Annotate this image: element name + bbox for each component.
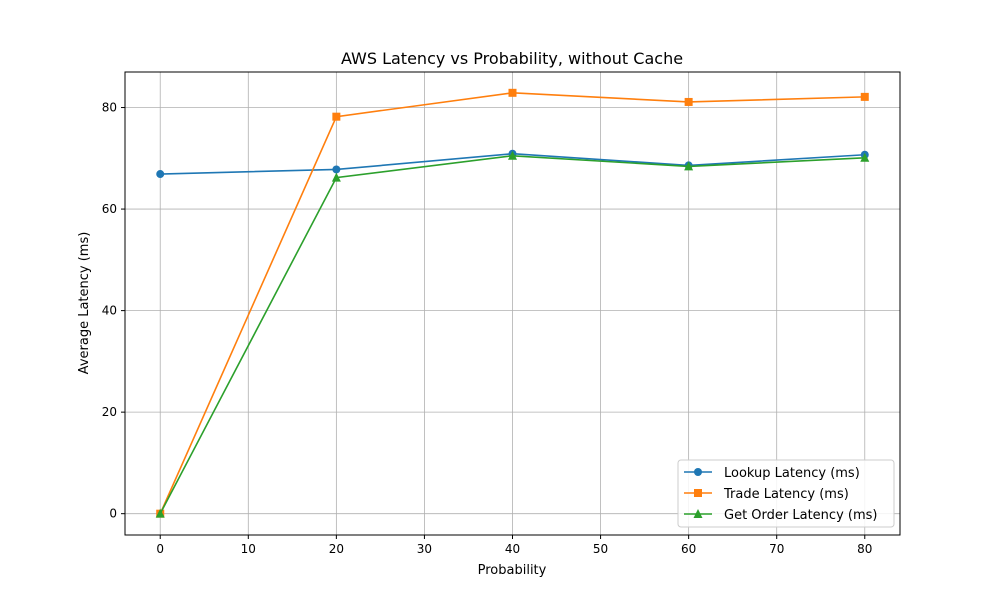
- legend-box: [677, 459, 895, 528]
- x-tick-label: 80: [857, 542, 872, 556]
- x-tick-label: 60: [681, 542, 696, 556]
- legend-marker: [693, 509, 703, 518]
- legend-item: Get Order Latency (ms): [684, 508, 877, 523]
- legend-item: Lookup Latency (ms): [684, 466, 860, 481]
- legend: Lookup Latency (ms) Trade Latency (ms) Get…: [677, 459, 895, 528]
- chart-title: AWS Latency vs Probability, without Cach…: [341, 49, 683, 68]
- series-3: [155, 150, 870, 518]
- data-point: [331, 172, 341, 182]
- data-point: [508, 88, 517, 97]
- x-tick-label: 20: [329, 542, 344, 556]
- data-point: [860, 152, 870, 162]
- x-axis-label: Probability: [478, 563, 547, 578]
- data-point: [332, 112, 341, 121]
- data-point: [684, 97, 693, 106]
- axes: 0 10 20 30 40 50 60 70 80 0 20 40 60 80: [102, 71, 901, 556]
- legend-item: Trade Latency (ms): [684, 487, 849, 502]
- y-tick-label: 0: [109, 507, 117, 521]
- legend-label: Trade Latency (ms): [723, 487, 849, 502]
- x-tick-label: 40: [505, 542, 520, 556]
- y-tick-label: 20: [102, 405, 117, 419]
- x-tick-label: 0: [156, 542, 164, 556]
- y-tick-label: 60: [102, 202, 117, 216]
- legend-label: Lookup Latency (ms): [724, 466, 860, 481]
- data-point: [156, 170, 165, 179]
- data-point: [860, 92, 869, 101]
- series-layer: [155, 88, 870, 518]
- legend-marker: [694, 489, 702, 497]
- data-point: [684, 161, 694, 171]
- legend-label: Get Order Latency (ms): [724, 508, 877, 523]
- x-tick-label: 70: [769, 542, 784, 556]
- x-tick-label: 30: [417, 542, 432, 556]
- data-point: [155, 508, 165, 518]
- data-point: [332, 165, 341, 174]
- data-point: [508, 150, 517, 160]
- x-tick-label: 10: [241, 542, 256, 556]
- y-tick-label: 80: [102, 101, 117, 115]
- y-tick-label: 40: [102, 304, 117, 318]
- legend-marker: [694, 468, 702, 476]
- x-tick-label: 50: [593, 542, 608, 556]
- y-axis-label: Average Latency (ms): [77, 232, 92, 375]
